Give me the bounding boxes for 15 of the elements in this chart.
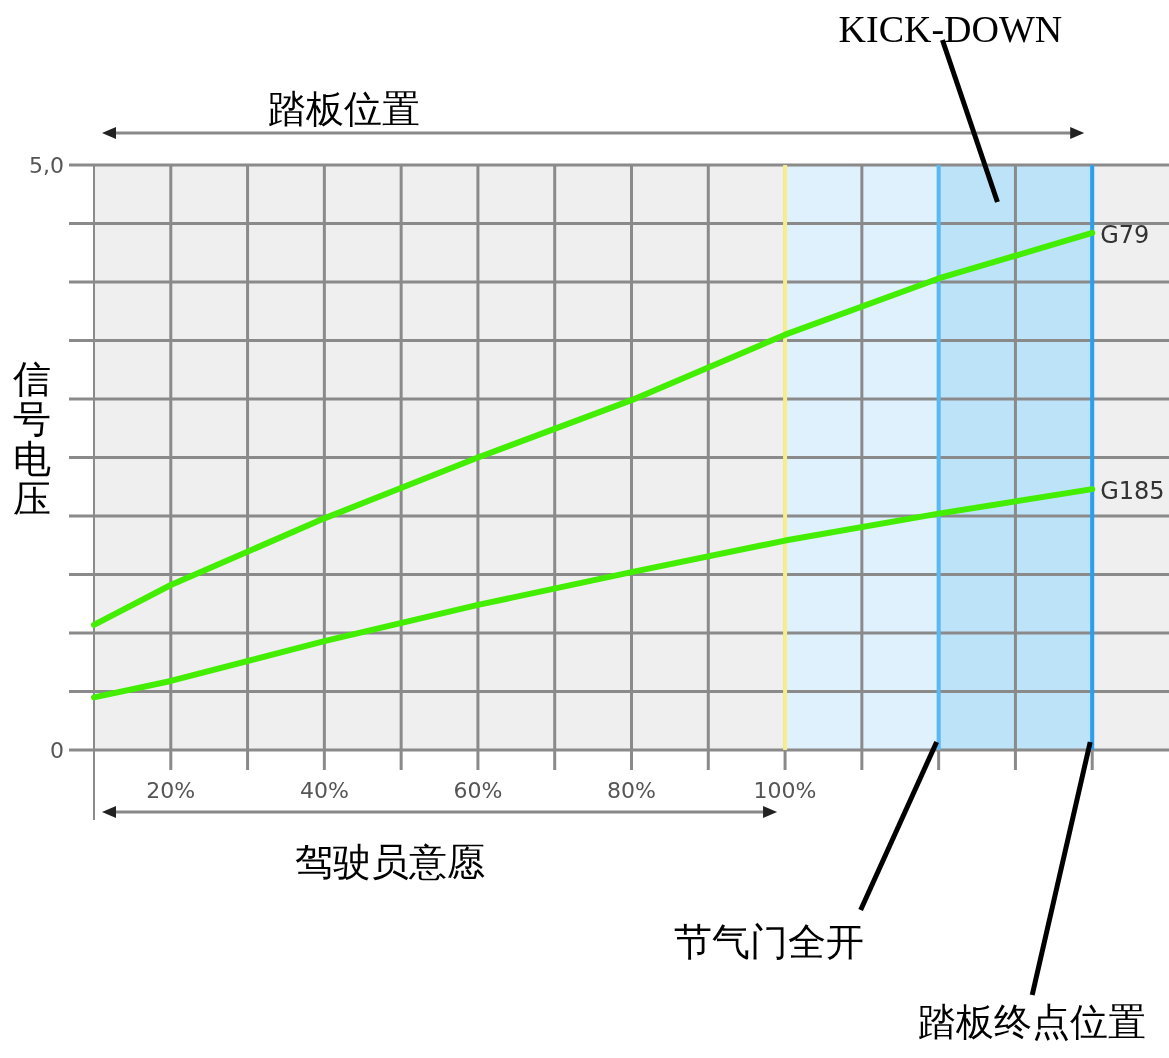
ref-line-label: 踏板终点位置: [918, 1000, 1147, 1044]
y-tick-label: 5,0: [29, 153, 64, 178]
x-tick-label: 40%: [299, 778, 349, 803]
ref-line-label: 节气门全开: [673, 920, 864, 964]
x-tick-label: 100%: [753, 778, 817, 803]
x2-axis-title: 踏板位置: [267, 87, 420, 131]
y-tick-label: 0: [50, 738, 64, 763]
x-axis-title: 驾驶员意愿: [294, 840, 485, 884]
y-axis-title: 信号电压: [13, 356, 51, 521]
series-label: G79: [1100, 220, 1150, 249]
x-tick-label: 20%: [146, 778, 196, 803]
series-label: G185: [1100, 477, 1165, 506]
x-tick-label: 60%: [453, 778, 503, 803]
x-tick-label: 80%: [607, 778, 656, 803]
band-label: KICK-DOWN: [838, 8, 1063, 50]
